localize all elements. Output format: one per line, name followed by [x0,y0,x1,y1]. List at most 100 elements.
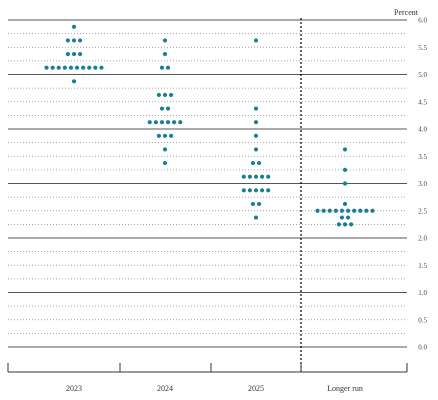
dot-marks [44,24,375,227]
y-tick-label: 0.5 [418,316,427,324]
dot-mark [162,147,168,152]
dot-mark [253,215,259,220]
dot-mark [44,65,49,70]
dot-mark [253,174,259,179]
dot-mark [178,120,183,125]
dot-mark [253,120,259,125]
dot-mark [169,92,174,98]
dot-mark [78,51,83,57]
y-tick-label: 1.0 [418,289,427,297]
dot-mark [342,201,348,207]
y-tick-label: 5.5 [418,44,427,52]
y-tick-label: 6.0 [418,17,427,25]
dot-mark [71,38,77,43]
dot-mark [162,92,168,98]
dot-mark [253,147,259,152]
dot-mark [159,65,165,70]
dot-mark [349,222,354,227]
dot-mark [342,167,348,172]
dot-mark [266,174,271,179]
dot-mark [71,51,77,57]
dot-mark [250,160,256,166]
y-tick-label: 5.0 [418,71,427,79]
dot-mark [68,65,74,70]
dot-mark [71,79,77,84]
dot-mark [156,133,161,138]
dot-mark [345,215,351,220]
dot-mark [260,174,265,179]
dot-mark [339,215,345,220]
y-tick-label: 2.5 [418,207,427,215]
category-labels: 2023 2024 2025 Longer run [66,384,363,393]
dot-mark [99,65,104,70]
dot-mark [169,133,174,138]
dot-mark [336,222,341,227]
y-axis-tick-labels: 0.0 0.5 1.0 1.5 2.0 2.5 3.0 3.5 4.0 4.5 5.0 5.5 6.0 [418,17,427,352]
y-tick-label: 0.0 [418,344,427,352]
dot-mark [65,38,70,43]
dot-mark [74,65,80,70]
dot-mark [352,208,357,213]
dot-mark [253,188,259,193]
x-category-label: 2023 [66,384,82,393]
dot-mark [260,188,265,193]
y-tick-label: 2.0 [418,235,427,243]
dot-mark [81,65,86,70]
dot-mark [162,133,168,138]
dot-mark [65,51,70,57]
dot-mark [253,133,259,138]
dot-mark [165,65,171,70]
dot-mark [153,120,158,125]
dot-mark [358,208,363,213]
y-tick-label: 4.5 [418,98,427,106]
dot-mark [50,65,55,70]
dot-mark [370,208,375,213]
dot-mark [321,208,326,213]
gridlines [8,19,407,348]
dot-mark [241,188,246,193]
x-category-label: 2024 [157,384,173,393]
x-category-label: Longer run [327,384,363,393]
dot-mark [93,65,98,70]
dot-mark [342,181,348,186]
dot-mark [156,92,161,98]
dot-mark [62,65,67,70]
dot-mark [159,106,165,111]
dot-mark [56,65,61,70]
dot-mark [342,147,348,152]
dot-mark [253,38,259,43]
dot-mark [256,160,262,166]
dot-mark [250,201,256,207]
dot-mark [345,208,351,213]
dot-mark [241,174,246,179]
y-tick-label: 4.0 [418,126,427,134]
y-tick-label: 3.0 [418,180,427,188]
dot-mark [364,208,369,213]
dot-mark [147,120,152,125]
dot-mark [256,201,262,207]
dot-mark [315,208,320,213]
dot-mark [159,120,165,125]
dot-mark [327,208,332,213]
dot-mark [71,24,77,29]
dot-mark [339,208,345,213]
y-tick-label: 1.5 [418,262,427,270]
dot-mark [165,120,171,125]
dot-mark [342,222,348,227]
dot-mark [162,51,168,57]
dot-mark [78,38,83,43]
dot-mark [247,188,252,193]
dot-mark [333,208,338,213]
x-axis [7,363,408,373]
dot-mark [165,106,171,111]
x-category-label: 2025 [248,384,264,393]
dot-mark [162,160,168,166]
dot-mark [266,188,271,193]
dot-mark [247,174,252,179]
unit-label: Percent [394,8,419,17]
dot-mark [172,120,177,125]
dot-mark [162,38,168,43]
dot-mark [253,106,259,111]
y-tick-label: 3.5 [418,153,427,161]
